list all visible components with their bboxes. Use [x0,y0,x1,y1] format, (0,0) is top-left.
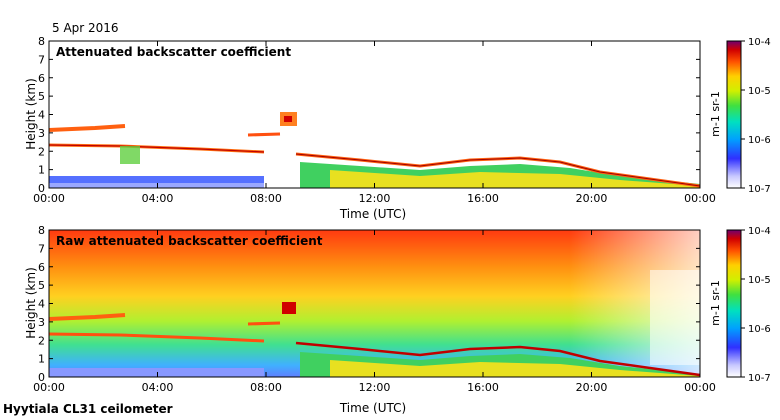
y-tick-label: 8 [38,35,45,48]
colorbar-tick-label: 10-4 [748,37,771,48]
x-tick-label: 04:00 [142,192,174,205]
y-tick-label: 3 [38,127,45,140]
y-axis-label: Height (km) [24,78,38,149]
colorbar-tick-label: 10-5 [748,86,771,97]
x-axis-label: Time (UTC) [339,207,406,221]
colorbar-tick-label: 10-6 [748,135,771,146]
x-tick-label: 00:00 [684,192,716,205]
layer-aerosol-core [330,170,700,188]
panel-attenuated-backscatter: Attenuated backscatter coefficient 0 1 2 3 4… [24,35,771,221]
colorbar-tick-label: 10-7 [748,373,771,384]
heatmap-layers [49,112,700,188]
colorbar: 10-7 10-6 10-5 10-4 m-1 sr-1 [709,226,771,384]
y-tick-label: 1 [38,353,45,366]
site-caption: Hyytiala CL31 ceilometer [3,402,173,416]
y-tick-label: 4 [38,109,45,122]
y-tick-label: 2 [38,334,45,347]
y-tick-label: 1 [38,164,45,177]
x-tick-label: 00:00 [684,381,716,394]
y-tick-label: 7 [38,242,45,255]
low-noise-gap [650,270,700,365]
colorbar-gradient [726,40,742,189]
raw-cloud-descending [295,341,700,377]
colorbar-tick-label: 10-6 [748,324,771,335]
cloud-fragment [247,132,281,137]
y-tick-label: 5 [38,90,45,103]
raw-cloud-upper [49,313,126,321]
y-axis: 0 1 2 3 4 5 6 7 8 [38,224,700,384]
colorbar: 10-7 10-6 10-5 10-4 m-1 sr-1 [709,37,771,195]
raw-cloud-patch [282,302,296,314]
colorbar-tick-label: 10-4 [748,226,771,237]
cloud-upper [49,124,126,132]
colorbar-ticks: 10-7 10-6 10-5 10-4 [741,37,771,195]
raw-layers [49,270,700,377]
cloud-patch-core [284,116,292,122]
y-tick-label: 6 [38,72,45,85]
x-axis-label: Time (UTC) [339,401,406,415]
x-axis: 00:00 04:00 08:00 12:00 16:00 20:00 00:00 [33,41,716,205]
x-tick-label: 20:00 [576,192,608,205]
x-tick-label: 16:00 [467,381,499,394]
colorbar-gradient [726,229,742,378]
x-tick-label: 04:00 [142,381,174,394]
cloud-lower-core [49,144,265,153]
y-tick-label: 4 [38,298,45,311]
y-tick-label: 2 [38,145,45,158]
figure-date: 5 Apr 2016 [52,21,119,35]
x-tick-label: 08:00 [250,381,282,394]
colorbar-ticks: 10-7 10-6 10-5 10-4 [741,226,771,384]
x-tick-label: 16:00 [467,192,499,205]
x-tick-label: 08:00 [250,192,282,205]
x-axis: 00:00 04:00 08:00 12:00 16:00 20:00 00:00 [33,230,716,394]
layer-surface-low [49,183,264,188]
y-tick-label: 5 [38,279,45,292]
panel-title: Attenuated backscatter coefficient [56,45,291,59]
y-axis: 0 1 2 3 4 5 6 7 8 [38,35,700,195]
raw-cloud-lower [49,332,265,343]
colorbar-tick-label: 10-7 [748,184,771,195]
x-tick-label: 00:00 [33,192,65,205]
y-tick-label: 6 [38,261,45,274]
x-tick-label: 12:00 [359,192,391,205]
y-tick-label: 8 [38,224,45,237]
y-tick-label: 0 [38,371,45,384]
panel-raw-backscatter: Raw attenuated backscatter coefficient 0… [24,224,771,415]
colorbar-tick-label: 10-5 [748,275,771,286]
cloud-descending-core [295,153,700,187]
y-axis-label: Height (km) [24,267,38,338]
x-tick-label: 12:00 [359,381,391,394]
y-tick-label: 0 [38,182,45,195]
raw-noise-fade [49,230,700,377]
x-tick-label: 00:00 [33,381,65,394]
raw-cloud-fragment [247,321,281,326]
precip-shaft [120,146,140,164]
y-tick-label: 7 [38,53,45,66]
plot-area [49,41,700,188]
raw-surface [49,368,264,377]
colorbar-unit: m-1 sr-1 [709,91,722,137]
raw-aerosol-core [330,360,700,377]
y-tick-label: 3 [38,316,45,329]
colorbar-unit: m-1 sr-1 [709,280,722,326]
panel-title: Raw attenuated backscatter coefficient [56,234,323,248]
x-tick-label: 20:00 [576,381,608,394]
